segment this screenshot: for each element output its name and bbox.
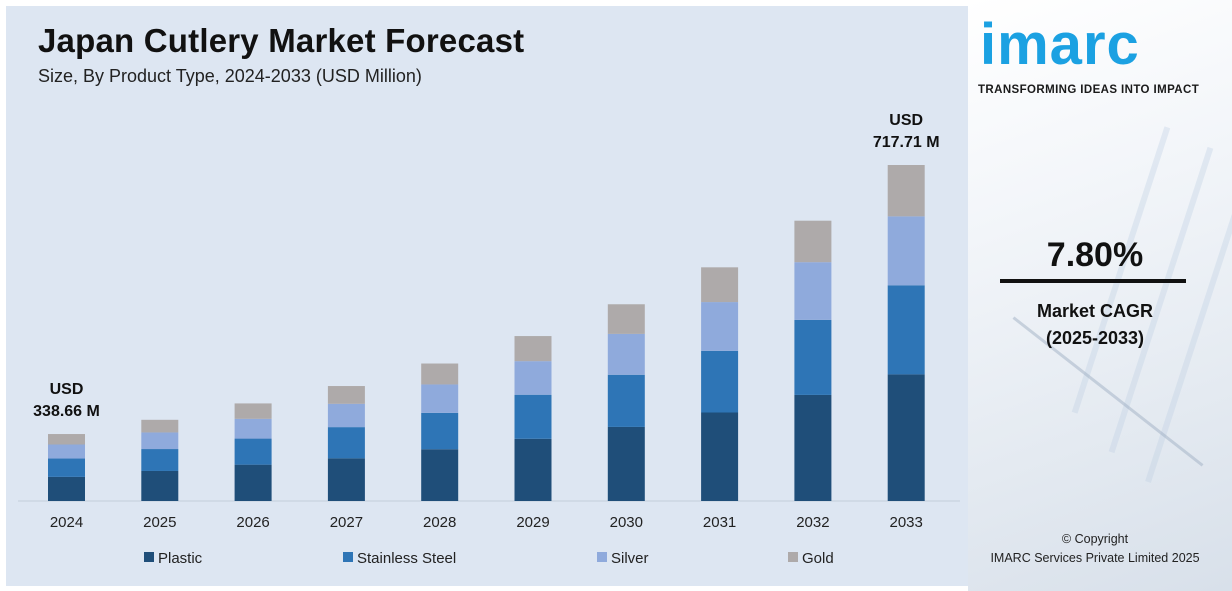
copyright-line1: © Copyright: [1061, 532, 1129, 546]
annotation-2024-line2: 338.66 M: [33, 403, 100, 420]
legend-label-plastic: Plastic: [158, 550, 203, 567]
x-tick-2025: 2025: [143, 514, 176, 531]
bar-2028-gold: [421, 363, 459, 385]
bar-2029-silver: [514, 361, 552, 395]
bar-2024-stainless-steel: [48, 458, 85, 477]
bar-2027-silver: [327, 403, 365, 428]
bar-2030-gold: [607, 304, 645, 334]
bar-2029-gold: [514, 336, 552, 362]
chart-subtitle: Size, By Product Type, 2024-2033 (USD Mi…: [38, 66, 422, 86]
bar-2031-gold: [701, 267, 739, 303]
bar-2024-silver: [48, 444, 85, 459]
bar-2025-silver: [141, 432, 179, 450]
bar-2024-plastic: [48, 476, 85, 501]
bar-2033-stainless-steel: [887, 285, 925, 375]
bar-2027-gold: [327, 386, 365, 404]
annotation-2033-line2: 717.71 M: [873, 134, 940, 151]
x-tick-2031: 2031: [703, 514, 736, 531]
cagr-label-line1: Market CAGR: [1036, 301, 1154, 321]
logo-tagline: TRANSFORMING IDEAS INTO IMPACT: [978, 84, 1200, 96]
x-tick-2028: 2028: [423, 514, 456, 531]
bar-2026-gold: [234, 403, 272, 419]
legend-swatch-gold: [788, 552, 798, 562]
annotation-2033-line1: USD: [889, 112, 923, 129]
legend-label-stainless-steel: Stainless Steel: [357, 550, 456, 567]
cagr-label-line2: (2025-2033): [1045, 328, 1145, 348]
x-tick-2032: 2032: [796, 514, 829, 531]
bar-2028-stainless-steel: [421, 412, 459, 450]
bar-2031-plastic: [701, 412, 739, 501]
bar-2026-stainless-steel: [234, 438, 272, 465]
bar-2024-gold: [48, 434, 85, 445]
legend-label-silver: Silver: [611, 550, 649, 567]
logo-wordmark: imarc: [980, 12, 1140, 77]
legend-swatch-silver: [597, 552, 607, 562]
bar-2032-gold: [794, 220, 832, 263]
cagr-divider: [1000, 279, 1186, 283]
annotation-2024-line1: USD: [50, 381, 84, 398]
bar-2028-plastic: [421, 449, 459, 501]
bar-2026-plastic: [234, 464, 272, 501]
bar-2033-gold: [887, 165, 925, 217]
bar-2031-silver: [701, 302, 739, 351]
bar-2032-plastic: [794, 394, 832, 501]
bar-2030-stainless-steel: [607, 374, 645, 427]
x-tick-2030: 2030: [610, 514, 643, 531]
bar-2030-silver: [607, 333, 645, 375]
bar-2028-silver: [421, 384, 459, 413]
x-tick-2033: 2033: [890, 514, 923, 531]
bars-layer: [48, 165, 925, 501]
imarc-logo: imarc TRANSFORMING IDEAS INTO IMPACT: [978, 12, 1218, 97]
x-tick-2026: 2026: [236, 514, 269, 531]
legend-label-gold: Gold: [802, 550, 834, 567]
chart-title: Japan Cutlery Market Forecast: [38, 22, 525, 59]
bar-2030-plastic: [607, 426, 645, 501]
legend-swatch-plastic: [144, 552, 154, 562]
bar-2026-silver: [234, 418, 272, 439]
copyright: © Copyright IMARC Services Private Limit…: [968, 530, 1222, 568]
stacked-bar-chart: 2024 2025 2026 2027 2028 2029 2030 2031 2032 2033…: [18, 112, 960, 567]
bar-2033-silver: [887, 216, 925, 286]
bar-2027-stainless-steel: [327, 427, 365, 459]
x-tick-2024: 2024: [50, 514, 83, 531]
cagr-value: 7.80%: [1046, 236, 1144, 274]
bar-2032-silver: [794, 262, 832, 320]
bar-2025-stainless-steel: [141, 449, 179, 471]
cagr-label: Market CAGR (2025-2033): [968, 298, 1222, 352]
bar-2025-plastic: [141, 470, 179, 501]
x-tick-2029: 2029: [516, 514, 549, 531]
bar-2031-stainless-steel: [701, 350, 739, 413]
value-annotations: USD 338.66 M USD 717.71 M: [33, 112, 939, 420]
bar-2029-stainless-steel: [514, 394, 552, 439]
x-tick-labels: 2024 2025 2026 2027 2028 2029 2030 2031 2032 2033: [50, 514, 923, 531]
bar-2033-plastic: [887, 374, 925, 501]
bar-2032-stainless-steel: [794, 319, 832, 395]
legend: Plastic Stainless Steel Silver Gold: [144, 550, 834, 567]
legend-swatch-stainless-steel: [343, 552, 353, 562]
side-panel: imarc TRANSFORMING IDEAS INTO IMPACT: [968, 0, 1232, 591]
bar-2029-plastic: [514, 438, 552, 501]
bar-2027-plastic: [327, 458, 365, 501]
copyright-line2: IMARC Services Private Limited 2025: [990, 551, 1200, 565]
bar-2025-gold: [141, 419, 179, 433]
x-tick-2027: 2027: [330, 514, 363, 531]
